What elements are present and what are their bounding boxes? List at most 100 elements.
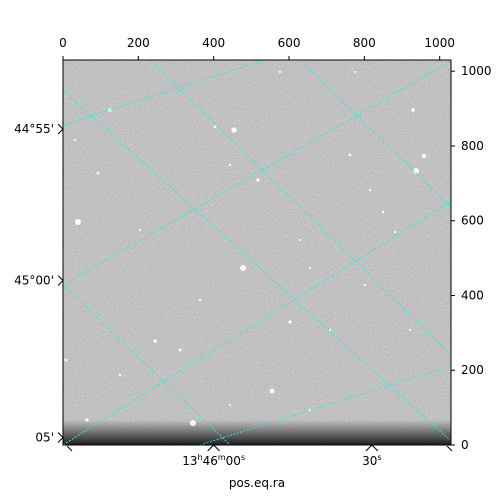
- right-tick-label: 600: [461, 214, 484, 228]
- faint-speckle: [143, 201, 144, 203]
- ra-tick-value: 46: [203, 454, 218, 468]
- faint-speckle: [336, 304, 338, 306]
- faint-speckle: [411, 137, 413, 139]
- faint-speckle: [356, 373, 358, 375]
- faint-speckle: [158, 184, 159, 186]
- faint-speckle: [345, 249, 347, 251]
- faint-speckle: [204, 135, 206, 137]
- faint-speckle: [334, 246, 336, 248]
- faint-speckle: [394, 238, 396, 239]
- faint-speckle: [159, 269, 161, 271]
- sky-noise: [63, 60, 451, 445]
- faint-speckle: [428, 116, 429, 118]
- star: [231, 127, 237, 133]
- faint-speckle: [171, 192, 173, 194]
- x-axis-label: pos.eq.ra: [229, 476, 285, 490]
- ra-tick-mark: [213, 444, 221, 452]
- ra-tick-unit: h: [198, 453, 203, 462]
- right-tick-label: 0: [461, 438, 469, 452]
- dec-tick-label: 44°55': [14, 122, 54, 136]
- faint-speckle: [64, 96, 66, 98]
- star: [363, 283, 367, 287]
- faint-speckle: [384, 239, 386, 241]
- faint-speckle: [405, 295, 407, 297]
- faint-speckle: [185, 229, 187, 231]
- faint-speckle: [130, 300, 132, 302]
- faint-speckle: [154, 130, 155, 132]
- faint-speckle: [79, 150, 81, 152]
- faint-speckle: [93, 159, 95, 161]
- faint-speckle: [225, 375, 227, 377]
- faint-speckle: [392, 98, 394, 100]
- right-tick-label: 200: [461, 363, 484, 377]
- faint-speckle: [249, 416, 251, 417]
- faint-speckle: [314, 306, 315, 308]
- star: [64, 358, 68, 362]
- faint-speckle: [209, 140, 211, 142]
- faint-speckle: [248, 108, 250, 110]
- faint-speckle: [176, 228, 178, 230]
- faint-speckle: [283, 349, 284, 351]
- faint-speckle: [97, 249, 99, 250]
- faint-speckle: [384, 356, 386, 358]
- faint-speckle: [301, 311, 302, 313]
- faint-speckle: [174, 356, 176, 358]
- star: [288, 320, 292, 324]
- faint-speckle: [136, 264, 138, 266]
- faint-speckle: [66, 170, 68, 172]
- faint-speckle: [109, 115, 111, 117]
- faint-speckle: [115, 302, 117, 304]
- ra-tick-label: 13h​46m​00s​: [182, 453, 245, 468]
- star: [228, 163, 232, 167]
- ra-tick-label: 30s​: [362, 453, 381, 468]
- faint-speckle: [230, 355, 232, 357]
- faint-speckle: [75, 405, 77, 407]
- faint-speckle: [429, 215, 431, 216]
- ra-axis: 13h​46m​00s​ 30s​: [66, 444, 453, 468]
- faint-speckle: [436, 235, 438, 237]
- faint-speckle: [214, 94, 216, 96]
- faint-speckle: [350, 269, 352, 271]
- faint-speckle: [162, 397, 164, 399]
- faint-speckle: [389, 159, 391, 160]
- faint-speckle: [423, 206, 425, 208]
- faint-speckle: [366, 275, 368, 277]
- star: [368, 188, 372, 192]
- faint-speckle: [66, 176, 68, 178]
- faint-speckle: [370, 418, 372, 420]
- star: [178, 348, 182, 352]
- faint-speckle: [333, 313, 335, 315]
- faint-speckle: [249, 253, 250, 255]
- faint-speckle: [292, 369, 294, 371]
- faint-speckle: [96, 396, 98, 398]
- faint-speckle: [412, 89, 414, 91]
- faint-speckle: [209, 121, 211, 123]
- ra-tick-mark: [365, 444, 373, 452]
- faint-speckle: [353, 82, 355, 84]
- faint-speckle: [333, 355, 335, 357]
- faint-speckle: [291, 93, 293, 95]
- faint-speckle: [252, 296, 254, 298]
- faint-speckle: [308, 362, 310, 364]
- faint-speckle: [197, 216, 199, 218]
- grid-line: [63, 60, 451, 286]
- faint-speckle: [150, 115, 152, 117]
- dec-tick-mark: [57, 128, 64, 135]
- faint-speckle: [381, 122, 382, 124]
- faint-speckle: [418, 406, 420, 408]
- faint-speckle: [186, 195, 188, 197]
- plot-frame: [62, 59, 452, 446]
- star: [190, 420, 196, 426]
- faint-speckle: [449, 304, 451, 306]
- grid-line: [199, 365, 451, 445]
- faint-speckle: [211, 204, 213, 206]
- faint-speckle: [65, 331, 67, 333]
- faint-speckle: [426, 349, 428, 351]
- faint-speckle: [409, 383, 411, 385]
- faint-speckle: [150, 217, 152, 218]
- faint-speckle: [320, 165, 322, 167]
- faint-speckle: [157, 223, 159, 225]
- faint-speckle: [196, 312, 198, 314]
- faint-speckle: [153, 135, 155, 137]
